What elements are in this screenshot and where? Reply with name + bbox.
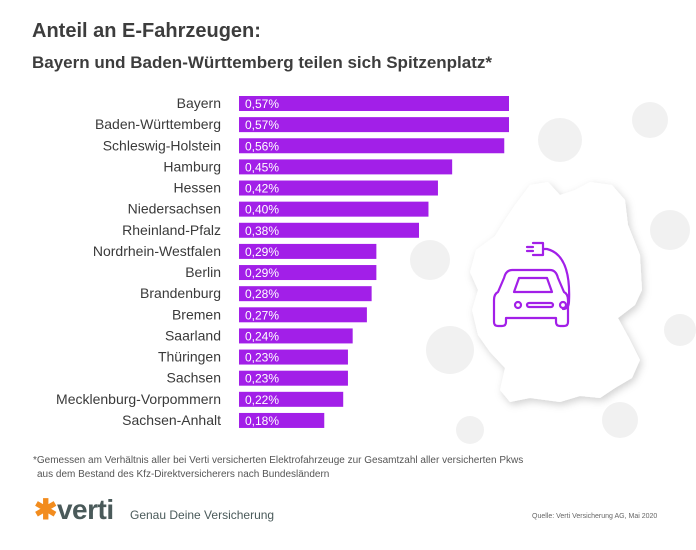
category-label: Sachsen <box>167 370 221 386</box>
category-label: Thüringen <box>158 349 221 365</box>
bar-value-label: 0,29% <box>245 245 279 259</box>
category-label: Schleswig-Holstein <box>103 137 221 153</box>
category-label: Bremen <box>172 306 221 322</box>
bar-value-label: 0,57% <box>245 118 279 132</box>
category-label: Bayern <box>177 95 221 111</box>
bar <box>239 180 438 196</box>
category-label: Saarland <box>165 327 221 343</box>
bar-value-label: 0,22% <box>245 393 279 407</box>
bar <box>239 243 377 259</box>
bar-value-label: 0,42% <box>245 182 279 196</box>
category-label: Niedersachsen <box>128 201 221 217</box>
source-note: Quelle: Verti Versicherung AG, Mai 2020 <box>532 513 658 520</box>
bar-value-label: 0,23% <box>245 351 279 365</box>
bar-value-label: 0,27% <box>245 308 279 322</box>
chart-title: Anteil an E-Fahrzeugen: <box>32 20 261 42</box>
footnote-line-2: aus dem Bestand des Kfz-Direktversichere… <box>37 469 330 480</box>
category-label: Hamburg <box>163 158 221 174</box>
bar-value-label: 0,45% <box>245 160 279 174</box>
bar <box>239 265 377 281</box>
bar <box>239 138 505 154</box>
bar <box>239 412 325 428</box>
category-label: Rheinland-Pfalz <box>122 222 221 238</box>
bar-value-label: 0,38% <box>245 224 279 238</box>
electric-car-plug-icon <box>492 241 571 328</box>
bar-value-label: 0,18% <box>245 414 279 428</box>
bar <box>239 96 509 111</box>
bar-value-label: 0,24% <box>245 329 279 343</box>
bar-value-label: 0,56% <box>245 139 279 153</box>
bar-value-label: 0,23% <box>245 372 279 386</box>
bar-value-label: 0,57% <box>245 97 279 111</box>
bar-value-label: 0,40% <box>245 203 279 217</box>
footnote: *Gemessen am Verhältnis aller bei Verti … <box>33 454 523 482</box>
slogan: Genau Deine Versicherung <box>130 508 275 522</box>
bar <box>239 117 509 133</box>
category-label: Nordrhein-Westfalen <box>93 243 221 259</box>
bar <box>239 286 372 302</box>
bar <box>239 328 353 344</box>
chart-subtitle: Bayern und Baden-Württemberg teilen sich… <box>32 53 493 72</box>
bar-value-label: 0,28% <box>245 287 279 301</box>
category-label: Mecklenburg-Vorpommern <box>56 391 221 407</box>
bar <box>239 391 344 407</box>
logo-figure-icon: ✱ <box>34 494 57 525</box>
germany-map <box>470 182 642 402</box>
bar <box>239 370 348 386</box>
bar <box>239 159 453 175</box>
bar <box>239 222 419 238</box>
bar <box>239 307 367 323</box>
bar <box>239 349 348 365</box>
category-label: Brandenburg <box>140 285 221 301</box>
verti-logo: ✱verti <box>34 494 114 525</box>
footnote-line-1: *Gemessen am Verhältnis aller bei Verti … <box>33 455 524 466</box>
decorative-figures <box>410 102 696 444</box>
bar <box>239 201 429 217</box>
category-label: Berlin <box>185 264 221 280</box>
category-label: Sachsen-Anhalt <box>122 412 221 428</box>
category-label: Hessen <box>174 180 221 196</box>
bar-value-label: 0,29% <box>245 266 279 280</box>
category-label: Baden-Württemberg <box>95 116 221 132</box>
